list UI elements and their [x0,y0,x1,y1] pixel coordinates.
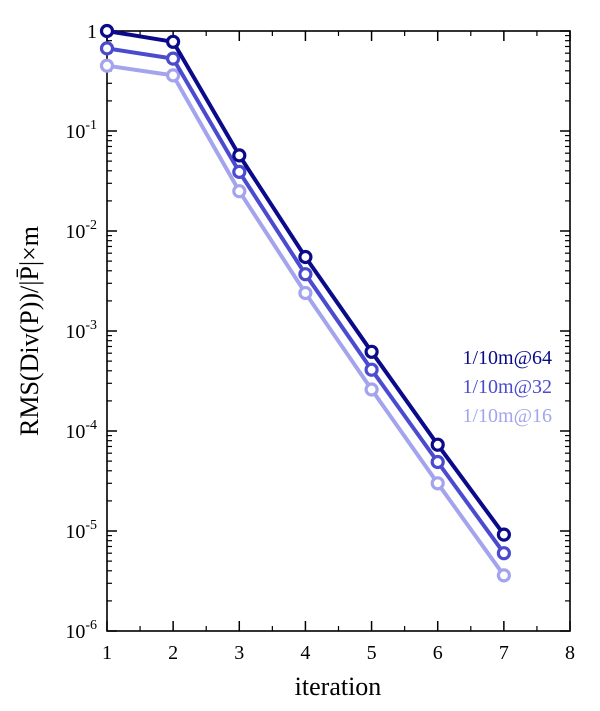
data-point [99,58,115,73]
x-tick-labels: 1 2 3 4 5 6 7 8 [102,642,575,664]
data-point [298,285,313,301]
data-point [166,34,181,49]
plot-frame [106,30,571,632]
data-point [232,184,247,199]
data-point [364,344,379,359]
data-point [430,476,445,491]
y-axis-title: RMS(Div(P))/|P̄|×m [15,226,44,436]
x-tick-label: 4 [300,642,310,664]
x-tick-label: 7 [499,642,509,664]
series-line [106,29,506,536]
data-point [166,51,181,66]
y-tick-label: 10-1 [65,118,97,143]
legend-entry: 1/10m@16 [462,405,552,427]
data-point [430,437,445,452]
data-point [496,527,511,542]
x-axis-title: iteration [295,672,382,701]
series-layer [99,23,511,583]
y-tick-labels: 1 10-1 10-2 10-3 10-4 10-5 10-6 [65,21,97,643]
data-point [496,546,511,561]
y-tick-label: 10-5 [65,518,97,543]
y-tick-label: 10-3 [65,318,97,343]
data-point [232,164,247,179]
y-tick-label: 10-4 [65,418,97,443]
x-tick-label: 1 [102,642,112,664]
data-point [298,249,313,265]
data-point [166,68,181,83]
y-tick-label: 1 [87,21,97,43]
x-tick-label: 3 [234,642,244,664]
data-point [364,382,379,397]
y-tick-label: 10-2 [65,218,97,243]
data-point [298,267,313,282]
legend: 1/10m@64 1/10m@32 1/10m@16 [462,347,552,427]
x-tick-label: 8 [565,642,575,664]
series-line [106,46,506,555]
series-line [106,63,506,577]
axis-ticks [106,30,571,632]
legend-entry: 1/10m@32 [462,376,552,398]
x-tick-label: 5 [367,642,377,664]
data-point [99,41,115,56]
data-point [496,568,511,583]
x-tick-label: 6 [433,642,443,664]
data-point [99,23,115,39]
x-tick-label: 2 [168,642,178,664]
y-tick-label: 10-6 [65,618,97,643]
data-point [364,362,379,377]
data-point [232,148,247,163]
legend-entry: 1/10m@64 [462,347,552,369]
data-point [430,454,445,470]
